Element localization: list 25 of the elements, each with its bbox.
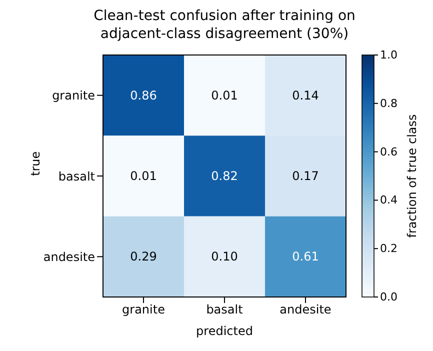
x-tick-label: basalt	[206, 302, 244, 317]
y-tick-label: granite	[52, 88, 95, 103]
data-label: 0.14	[292, 88, 319, 102]
y-axis-title: true	[28, 151, 42, 176]
data-label: 0.01	[211, 88, 238, 102]
data-label: 0.10	[211, 250, 238, 264]
chart-title: Clean-test confusion after training on adjacent-class disagreement (30%)	[94, 8, 356, 42]
color-bar-label: 1.0	[380, 48, 398, 62]
color-bar-label: 0.8	[380, 96, 398, 110]
x-tick-label: andesite	[280, 302, 332, 317]
data-label: 0.29	[130, 250, 157, 264]
x-tick-label: granite	[122, 302, 165, 317]
data-label: 0.17	[292, 169, 319, 183]
color-bar-label: 0.4	[380, 194, 398, 207]
data-label: 0.61	[292, 250, 319, 264]
y-tick-label: basalt	[58, 169, 96, 184]
color-bar-label: 0.0	[380, 290, 398, 304]
color-bar-label: 0.2	[380, 242, 398, 256]
data-label: 0.01	[130, 169, 157, 183]
color-bar-label: 0.6	[380, 145, 398, 158]
x-axis-title: predicted	[196, 324, 253, 338]
data-label: 0.86	[130, 88, 157, 102]
y-tick-label: andesite	[43, 250, 95, 264]
data-label: 0.82	[211, 169, 238, 183]
color-bar-title: fraction of true class	[405, 114, 419, 238]
